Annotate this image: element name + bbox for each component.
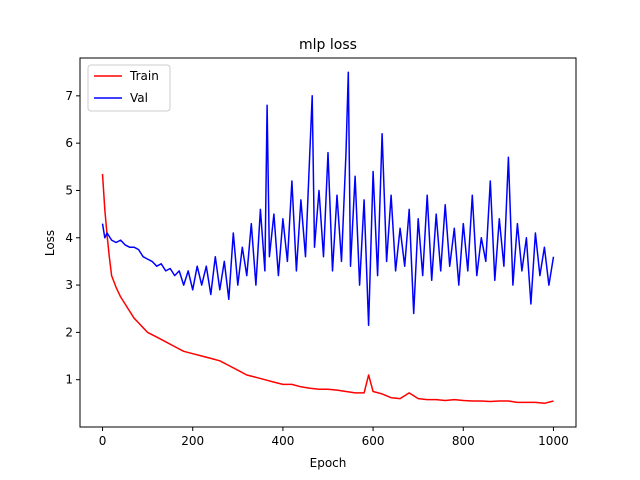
y-tick-label: 7 (65, 89, 73, 103)
x-axis-label: Epoch (310, 456, 347, 470)
x-tick-label: 1000 (538, 434, 569, 448)
y-tick-label: 6 (65, 136, 73, 150)
x-tick-label: 0 (99, 434, 107, 448)
plot-frame (79, 57, 577, 428)
x-axis: 0 200 400 600 800 1000 (99, 427, 569, 448)
x-tick-label: 600 (362, 434, 385, 448)
y-axis-label: Loss (43, 230, 57, 256)
series-line-val (101, 71, 555, 327)
series-line-train (101, 173, 554, 405)
legend-label-val: Val (130, 91, 148, 105)
chart-title: mlp loss (299, 37, 357, 53)
x-tick-label: 800 (452, 434, 475, 448)
legend-label-train: Train (129, 69, 159, 83)
y-tick-label: 1 (65, 373, 73, 387)
y-tick-label: 5 (65, 183, 73, 197)
legend: Train Val (87, 64, 171, 112)
y-tick-label: 4 (65, 231, 73, 245)
x-tick-label: 400 (271, 434, 294, 448)
x-tick-label: 200 (181, 434, 204, 448)
y-tick-label: 2 (65, 325, 73, 339)
y-axis: 1 2 3 4 5 6 7 (65, 89, 80, 387)
plot-lines (101, 71, 555, 405)
y-tick-label: 3 (65, 278, 73, 292)
